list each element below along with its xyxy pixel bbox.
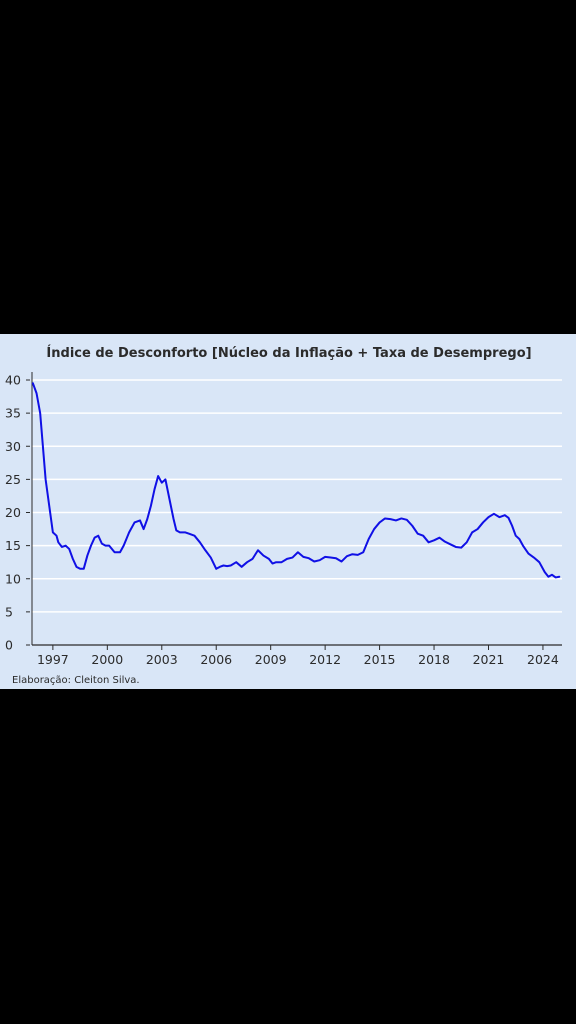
- chart-title: Índice de Desconforto [Núcleo da Inflaçã…: [46, 345, 531, 361]
- y-tick-label: 0: [5, 638, 13, 653]
- x-tick-label: 2015: [364, 652, 396, 667]
- gridlines: [32, 379, 562, 613]
- y-tick-label: 15: [5, 538, 21, 553]
- axes: [26, 372, 562, 650]
- y-tick-label: 5: [5, 604, 13, 619]
- y-tick-label: 35: [5, 406, 21, 421]
- y-tick-label: 30: [5, 439, 21, 454]
- x-tick-label: 2000: [91, 652, 123, 667]
- x-tick-label: 2021: [473, 652, 505, 667]
- x-tick-label: 2012: [309, 652, 341, 667]
- x-tick-label: 2024: [527, 652, 559, 667]
- y-tick-label: 20: [5, 505, 21, 520]
- x-tick-label: 1997: [37, 652, 69, 667]
- credit-note: Elaboração: Cleiton Silva.: [12, 675, 140, 686]
- x-tick-label: 2003: [146, 652, 178, 667]
- y-tick-label: 10: [5, 571, 21, 586]
- x-tick-labels: 1997 2000 2003 2006 2009 2012 2015 2018 2021 2024: [37, 652, 559, 667]
- y-tick-labels: 0 5 10 15 20 25 30 35 40: [5, 373, 21, 653]
- series-line: [31, 382, 561, 579]
- x-tick-label: 2009: [255, 652, 287, 667]
- chart-panel: Índice de Desconforto [Núcleo da Inflaçã…: [0, 334, 576, 689]
- x-tick-label: 2006: [200, 652, 232, 667]
- line-chart: Índice de Desconforto [Núcleo da Inflaçã…: [5, 345, 562, 686]
- y-tick-label: 25: [5, 472, 21, 487]
- x-tick-label: 2018: [418, 652, 450, 667]
- y-tick-label: 40: [5, 373, 21, 388]
